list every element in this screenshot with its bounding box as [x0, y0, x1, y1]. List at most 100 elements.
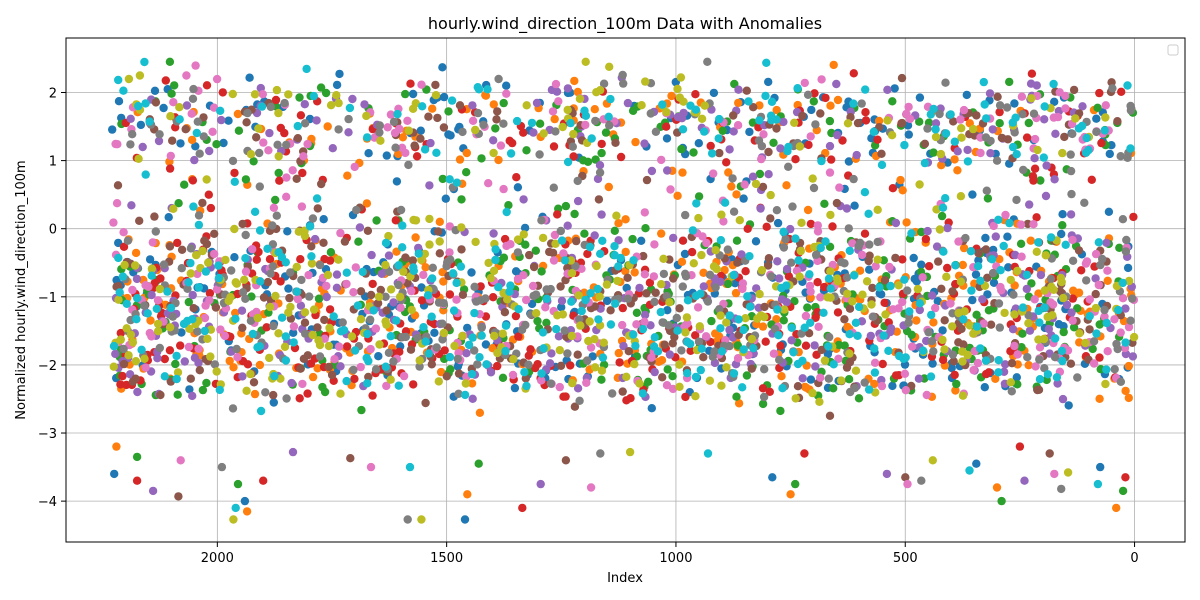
data-point [631, 341, 640, 351]
data-point [273, 140, 282, 149]
data-point [963, 145, 972, 155]
data-point [428, 104, 437, 113]
data-point [467, 379, 477, 388]
data-point [381, 362, 390, 371]
data-point [683, 296, 693, 305]
data-point [528, 281, 538, 291]
data-point [943, 223, 952, 233]
data-point [638, 389, 648, 398]
data-point [794, 256, 803, 265]
data-point [199, 132, 208, 141]
data-point [548, 107, 558, 116]
data-point [811, 120, 820, 129]
data-point [431, 80, 440, 90]
data-point [790, 118, 799, 128]
data-point [301, 329, 310, 338]
data-point [788, 202, 797, 211]
data-point [277, 313, 287, 322]
data-point [131, 248, 141, 258]
data-point [420, 145, 430, 154]
data-point [1017, 252, 1026, 261]
data-point [483, 85, 492, 94]
data-point [391, 216, 400, 225]
data-point [810, 89, 819, 98]
data-point [779, 227, 788, 236]
data-point [237, 306, 247, 315]
data-point [167, 89, 176, 98]
data-point [499, 119, 508, 128]
data-point [491, 124, 500, 133]
data-point [1008, 118, 1017, 127]
data-point [1034, 385, 1044, 394]
data-point [124, 74, 134, 84]
data-point [212, 285, 222, 294]
data-point [611, 138, 620, 147]
data-point [414, 249, 423, 258]
data-point [177, 264, 186, 273]
data-point [850, 383, 860, 393]
data-point [175, 115, 184, 124]
data-point [1018, 329, 1027, 338]
data-point [793, 84, 802, 93]
data-point [640, 270, 650, 279]
data-point [958, 260, 967, 270]
data-point [115, 288, 124, 297]
data-point [1027, 69, 1037, 78]
data-point [683, 319, 692, 328]
data-point [1068, 294, 1078, 303]
data-point [411, 233, 420, 242]
data-point [241, 254, 250, 263]
data-point [210, 360, 220, 369]
data-point [547, 85, 557, 95]
data-point [932, 205, 941, 214]
data-point [224, 296, 233, 306]
data-point [563, 221, 572, 230]
data-point [860, 188, 870, 197]
data-point [272, 211, 281, 220]
data-point [931, 125, 940, 134]
data-point [202, 378, 211, 388]
data-point [826, 284, 835, 293]
data-point [522, 146, 531, 155]
data-point [761, 337, 770, 346]
data-point [393, 109, 402, 119]
data-point [1084, 145, 1093, 155]
data-point [756, 204, 765, 213]
data-point [724, 168, 733, 177]
data-point [228, 156, 238, 166]
data-point [813, 221, 822, 230]
data-point [1063, 346, 1073, 355]
data-point [447, 96, 457, 105]
data-point [1017, 343, 1026, 352]
data-point [842, 204, 852, 213]
data-point [798, 374, 807, 383]
data-point [972, 310, 981, 319]
data-point [669, 274, 678, 283]
data-point [688, 226, 698, 235]
data-point [477, 154, 486, 163]
data-point [491, 255, 500, 265]
data-point [686, 101, 695, 110]
data-point [729, 127, 738, 136]
data-point [879, 256, 888, 265]
data-point [650, 367, 659, 377]
data-point [1107, 141, 1116, 150]
data-point [580, 106, 589, 115]
data-point [190, 353, 200, 362]
data-point [979, 77, 988, 87]
data-point [381, 260, 390, 270]
data-point [884, 346, 893, 355]
data-point [409, 266, 418, 275]
data-point [592, 261, 601, 271]
anomaly-point [463, 490, 472, 499]
data-point [512, 173, 521, 182]
data-point [508, 138, 517, 148]
data-point [126, 114, 135, 124]
data-point [242, 386, 251, 395]
data-point [145, 117, 154, 126]
data-point [212, 140, 221, 149]
data-point [220, 331, 230, 341]
data-point [1102, 365, 1111, 374]
data-point [711, 283, 720, 292]
data-point [302, 64, 311, 74]
